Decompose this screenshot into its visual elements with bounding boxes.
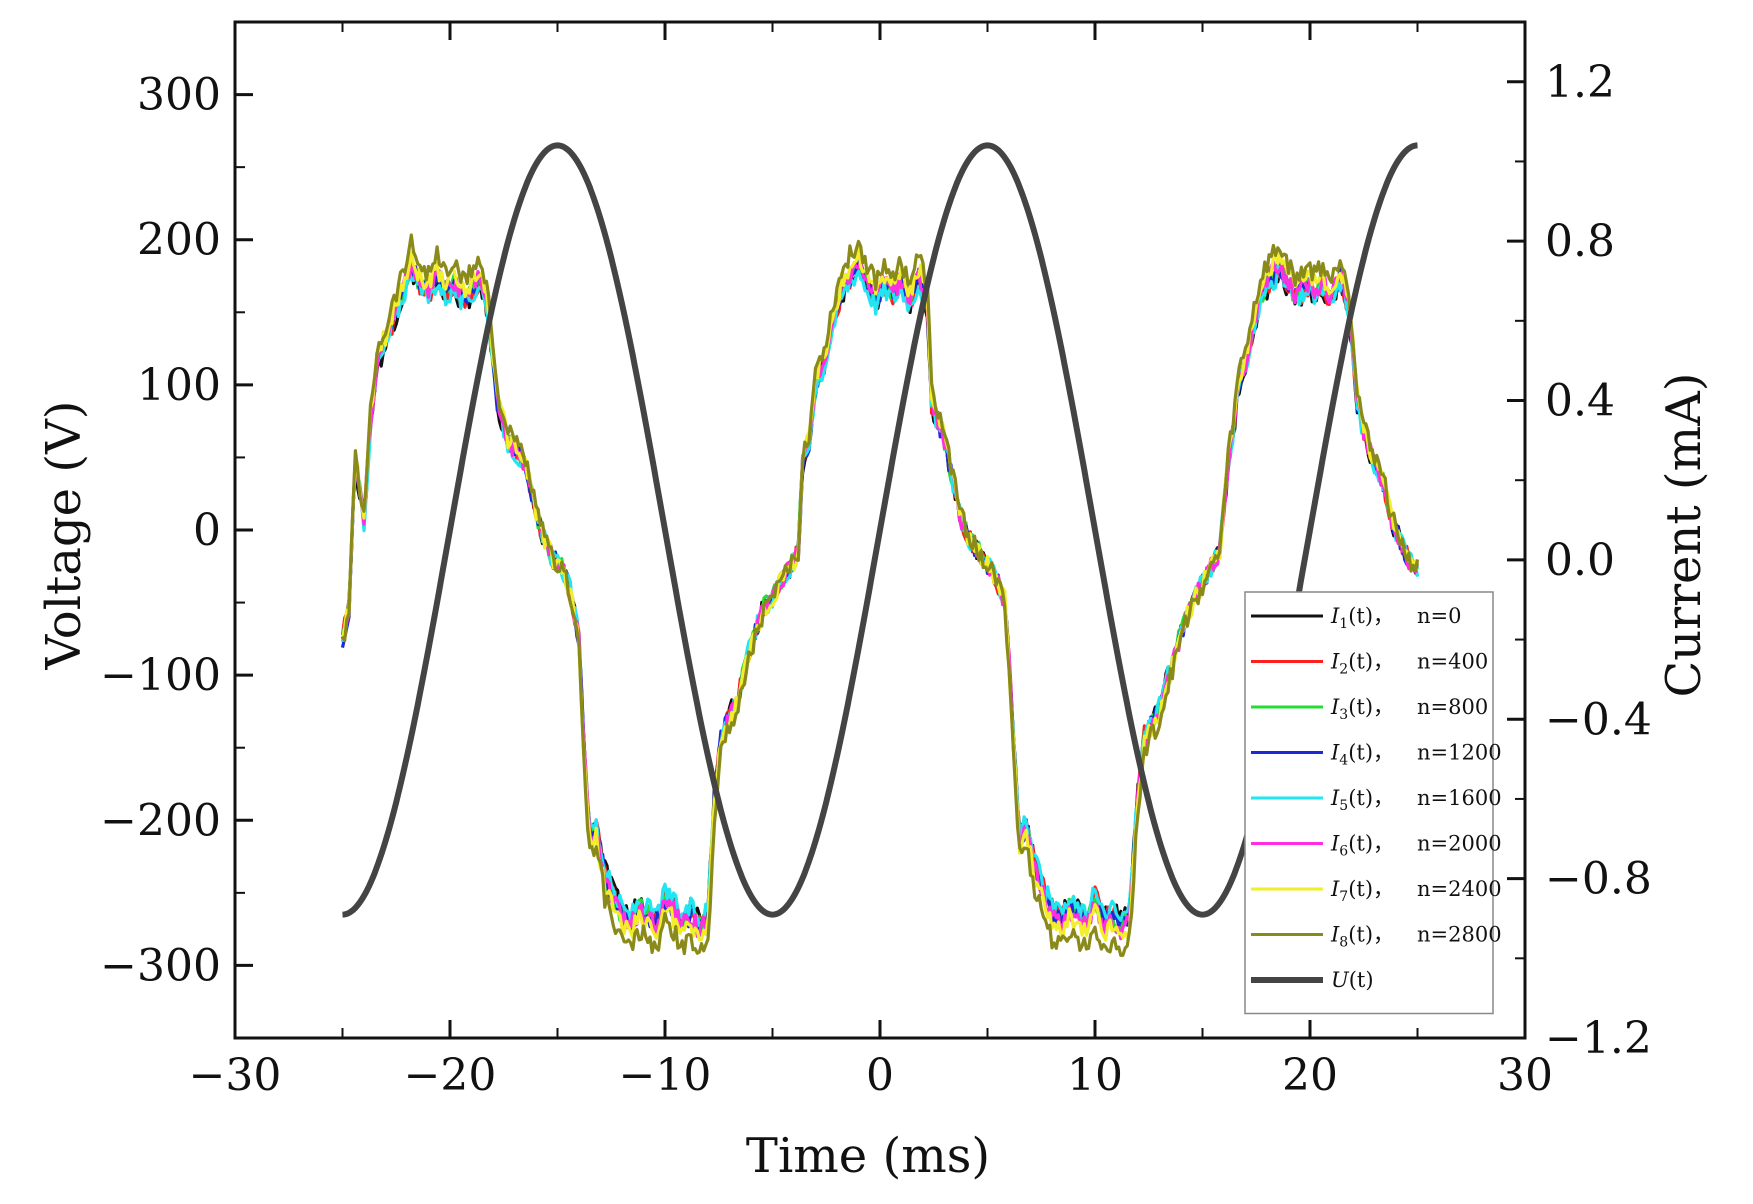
y-axis-left: −300 −200 −100 0 100 200 300 xyxy=(100,21,253,1039)
voltage-series-group xyxy=(341,142,1419,918)
y2-tick-label: −0.4 xyxy=(1545,694,1652,745)
current-series-group xyxy=(340,233,1420,957)
y2-tick-label: −0.8 xyxy=(1545,854,1652,905)
voltage-series-line xyxy=(341,142,1419,918)
y-tick-label: −300 xyxy=(100,940,221,991)
x-tick-label: −10 xyxy=(619,1050,712,1101)
current-series-line xyxy=(341,233,1420,957)
y-axis-right: −1.2 −0.8 −0.4 0.0 0.4 0.8 1.2 xyxy=(1507,57,1652,1064)
y2-tick-label: 0.8 xyxy=(1545,216,1615,267)
x-tick-label: 30 xyxy=(1497,1050,1553,1101)
legend-label: U(t) xyxy=(1331,968,1374,992)
plot-area xyxy=(340,142,1420,957)
x-tick-label: −30 xyxy=(189,1050,282,1101)
y-tick-label: 200 xyxy=(137,215,221,266)
y2-tick-label: 0.4 xyxy=(1545,376,1615,427)
y-axis-title: Voltage (V) xyxy=(36,401,92,671)
y-tick-label: 300 xyxy=(137,70,221,121)
legend-label: I8(t)， n=2800 xyxy=(1330,923,1502,951)
y-tick-label: 100 xyxy=(137,360,221,411)
y2-tick-label: 1.2 xyxy=(1545,57,1615,108)
legend-label: I5(t)， n=1600 xyxy=(1330,786,1502,814)
x-tick-label: −20 xyxy=(404,1050,497,1101)
x-axis: −30 −20 −10 0 10 20 30 xyxy=(189,22,1553,1101)
legend-label: I1(t)， n=0 xyxy=(1330,604,1461,632)
legend-label: I7(t)， n=2400 xyxy=(1330,877,1502,905)
x-tick-label: 10 xyxy=(1067,1050,1123,1101)
y2-tick-label: 0.0 xyxy=(1545,535,1615,586)
x-axis-title: Time (ms) xyxy=(746,1128,990,1184)
legend-label: I2(t)， n=400 xyxy=(1330,650,1488,678)
x-tick-label: 20 xyxy=(1282,1050,1338,1101)
x-tick-label: 0 xyxy=(866,1050,894,1101)
y-tick-label: 0 xyxy=(193,505,221,556)
legend-label: I6(t)， n=2000 xyxy=(1330,832,1502,860)
legend: I1(t)， n=0 I2(t)， n=400 I3(t)， n=800 I4(t)， n=1… xyxy=(1244,591,1502,1015)
y2-tick-label: −1.2 xyxy=(1545,1013,1652,1064)
y2-axis-title: Current (mA) xyxy=(1656,372,1712,697)
legend-label: I4(t)， n=1200 xyxy=(1330,741,1502,769)
y-tick-label: −100 xyxy=(100,650,221,701)
legend-label: I3(t)， n=800 xyxy=(1330,695,1488,723)
y-tick-label: −200 xyxy=(100,795,221,846)
